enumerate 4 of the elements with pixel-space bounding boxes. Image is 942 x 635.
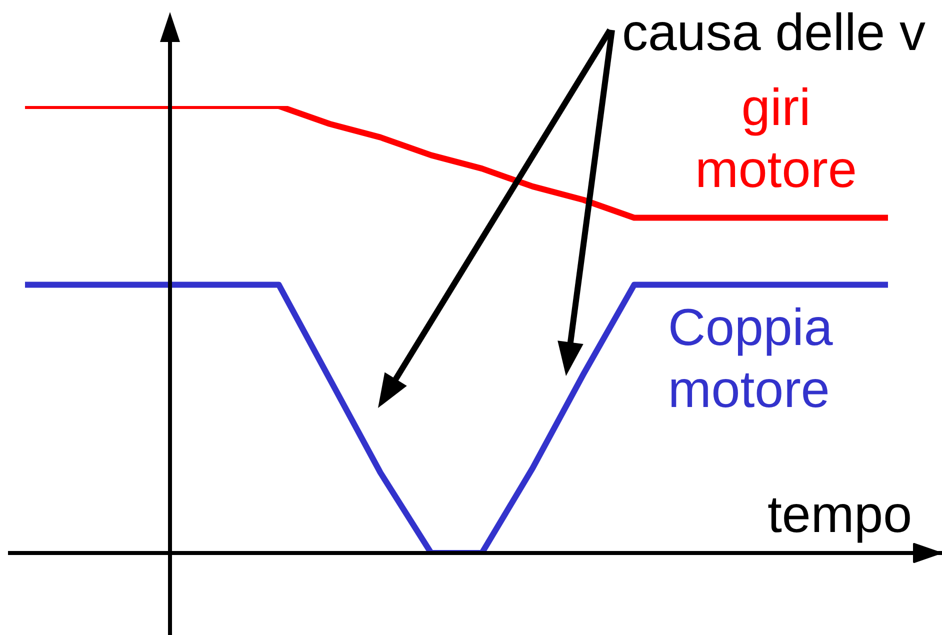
- x-axis-title: tempo: [767, 486, 912, 544]
- series-label: Coppia motore: [668, 298, 833, 419]
- text: causa delle v: [622, 4, 926, 62]
- series-label: giri motore: [695, 78, 857, 199]
